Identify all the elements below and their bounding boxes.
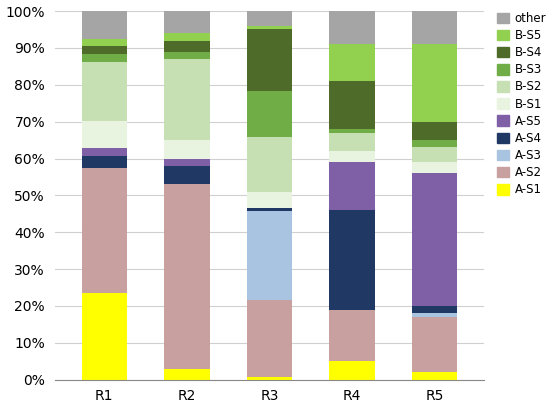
Bar <box>164 11 209 33</box>
Bar <box>247 300 292 377</box>
Bar <box>412 121 458 140</box>
Bar <box>412 306 458 313</box>
Bar <box>247 27 292 29</box>
Bar <box>247 208 292 211</box>
Bar <box>247 137 292 192</box>
Bar <box>412 162 458 173</box>
Bar <box>412 173 458 306</box>
Bar <box>81 46 127 54</box>
Bar <box>330 129 375 133</box>
Bar <box>247 29 292 91</box>
Bar <box>247 11 292 27</box>
Bar <box>330 133 375 151</box>
Bar <box>412 140 458 148</box>
Bar <box>330 81 375 129</box>
Bar <box>247 192 292 208</box>
Bar <box>330 310 375 361</box>
Bar <box>164 52 209 59</box>
Bar <box>164 166 209 184</box>
Bar <box>81 121 127 148</box>
Bar <box>164 59 209 140</box>
Bar <box>81 11 127 38</box>
Bar <box>164 369 209 380</box>
Bar <box>330 361 375 380</box>
Bar <box>412 317 458 372</box>
Bar <box>412 44 458 121</box>
Bar <box>247 377 292 380</box>
Bar <box>81 62 127 121</box>
Bar <box>330 210 375 310</box>
Bar <box>164 140 209 159</box>
Bar <box>330 44 375 81</box>
Bar <box>81 54 127 62</box>
Bar <box>81 168 127 293</box>
Bar <box>81 148 127 156</box>
Bar <box>330 11 375 44</box>
Bar <box>412 11 458 44</box>
Bar <box>330 162 375 210</box>
Bar <box>247 91 292 137</box>
Bar <box>164 40 209 52</box>
Bar <box>164 33 209 40</box>
Legend: other, B-S5, B-S4, B-S3, B-S2, B-S1, A-S5, A-S4, A-S3, A-S2, A-S1: other, B-S5, B-S4, B-S3, B-S2, B-S1, A-S… <box>494 9 548 199</box>
Bar <box>412 313 458 317</box>
Bar <box>81 38 127 46</box>
Bar <box>164 184 209 369</box>
Bar <box>164 159 209 166</box>
Bar <box>81 156 127 168</box>
Bar <box>81 293 127 380</box>
Bar <box>412 148 458 162</box>
Bar <box>247 211 292 300</box>
Bar <box>330 151 375 162</box>
Bar <box>412 372 458 380</box>
